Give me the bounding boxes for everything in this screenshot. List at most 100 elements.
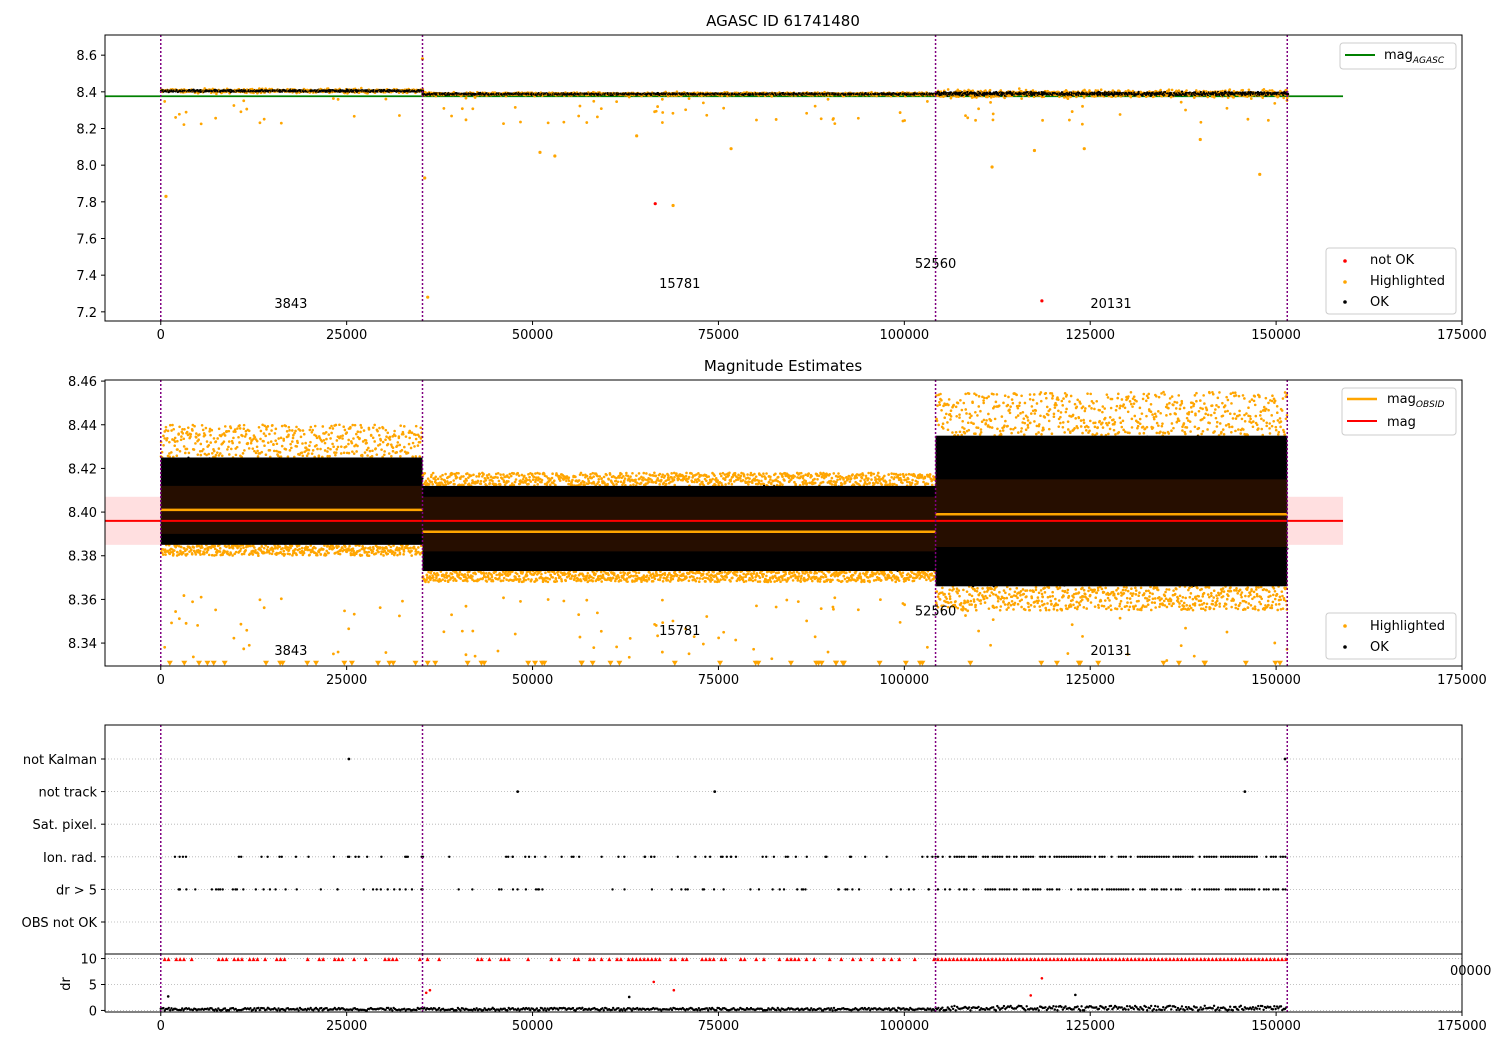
highlighted-point xyxy=(162,434,165,438)
highlighted-point xyxy=(161,553,165,556)
highlighted-point xyxy=(262,117,266,121)
panel-agasc-legend-top: magAGASC xyxy=(1339,42,1457,70)
highlighted-point xyxy=(242,99,246,103)
highlighted-point xyxy=(671,203,675,208)
highlighted-point xyxy=(163,437,166,440)
highlighted-point xyxy=(1192,96,1196,99)
highlighted-point xyxy=(1266,118,1270,122)
panel-agasc-legend-bottom: not OK Highlighted OK xyxy=(1325,247,1457,315)
highlighted-point xyxy=(826,97,830,101)
highlighted-point xyxy=(627,95,631,99)
highlighted-point xyxy=(1003,96,1006,100)
p1-obs-label: 15781 xyxy=(659,277,700,292)
highlighted-point xyxy=(168,440,171,444)
highlighted-point xyxy=(423,176,427,180)
p1-xtick-label: 175000 xyxy=(1437,328,1487,343)
p1-ytick-label: 8.2 xyxy=(76,123,97,138)
p1-ytick-label: 7.8 xyxy=(76,196,97,211)
highlighted-point xyxy=(635,134,639,138)
p1-xtick-label: 125000 xyxy=(1065,328,1115,343)
highlighted-point xyxy=(957,95,960,99)
highlighted-point xyxy=(599,107,603,111)
highlighted-point xyxy=(258,121,262,125)
highlighted-point xyxy=(585,121,589,124)
highlighted-point xyxy=(172,427,176,431)
p1-xtick-label: 75000 xyxy=(698,328,739,343)
highlighted-point xyxy=(179,545,183,549)
highlighted-point xyxy=(180,435,183,438)
highlighted-point xyxy=(1241,88,1245,92)
highlighted-point xyxy=(183,428,186,431)
highlighted-point xyxy=(175,454,179,457)
highlighted-point xyxy=(833,122,837,126)
highlighted-point xyxy=(1042,95,1046,99)
highlighted-point xyxy=(562,120,566,124)
highlighted-point xyxy=(1262,88,1266,91)
highlighted-point xyxy=(1020,97,1023,100)
highlighted-point xyxy=(1179,100,1183,104)
p1-xtick-label: 0 xyxy=(157,328,165,343)
panel-mag-estimates-data xyxy=(105,380,1344,666)
highlighted-point xyxy=(464,118,468,122)
highlighted-point xyxy=(971,89,975,92)
panel-agasc: AGASC ID 61741480 0 25000 50000 75000 100000… xyxy=(76,12,1487,343)
panel-mag-estimates: Magnitude Estimates 0 25000 50000 75000 1000… xyxy=(68,357,1487,688)
highlighted-point xyxy=(1198,137,1202,142)
highlighted-point xyxy=(1246,117,1250,121)
highlighted-point xyxy=(989,100,992,104)
highlighted-point xyxy=(176,439,179,443)
highlighted-point xyxy=(1232,96,1235,99)
highlighted-point xyxy=(684,108,688,112)
highlighted-point xyxy=(538,150,542,154)
highlighted-point xyxy=(660,121,664,124)
highlighted-point xyxy=(426,295,430,299)
highlighted-point xyxy=(336,97,340,101)
highlighted-point xyxy=(977,107,981,111)
highlighted-point xyxy=(1080,122,1084,126)
highlighted-point xyxy=(770,94,774,98)
highlighted-point xyxy=(1081,104,1084,108)
highlighted-point xyxy=(183,547,186,550)
highlighted-point xyxy=(166,429,170,433)
highlighted-point xyxy=(185,430,189,434)
highlighted-point xyxy=(578,104,582,108)
ok-point xyxy=(478,91,482,95)
p1-obs-label: 20131 xyxy=(1090,297,1131,312)
highlighted-point xyxy=(181,551,185,555)
highlighted-point xyxy=(519,120,522,124)
highlighted-point xyxy=(1024,88,1028,92)
highlighted-point xyxy=(653,110,657,114)
highlighted-point xyxy=(755,118,758,122)
highlighted-point xyxy=(1129,95,1133,99)
highlighted-point xyxy=(1185,89,1188,92)
highlighted-point xyxy=(1170,88,1174,92)
highlighted-point xyxy=(471,107,475,111)
highlighted-point xyxy=(232,104,236,107)
highlighted-point xyxy=(813,104,817,108)
highlighted-point xyxy=(1285,96,1289,100)
highlighted-point xyxy=(832,117,835,120)
highlighted-point xyxy=(1273,101,1277,105)
p1-xtick-label: 25000 xyxy=(326,328,367,343)
p1-ytick-label: 8.6 xyxy=(76,49,97,64)
highlighted-point xyxy=(164,194,168,198)
highlighted-point xyxy=(1199,120,1203,124)
highlighted-point xyxy=(182,123,186,126)
highlighted-point xyxy=(903,119,906,122)
highlighted-point xyxy=(1017,87,1021,90)
highlighted-point xyxy=(701,101,705,105)
highlighted-point xyxy=(384,97,388,101)
highlighted-point xyxy=(1167,89,1170,93)
highlighted-point xyxy=(1041,118,1044,122)
highlighted-point xyxy=(546,121,550,125)
highlighted-point xyxy=(163,100,167,103)
highlighted-point xyxy=(1206,95,1209,99)
highlighted-point xyxy=(722,106,726,110)
highlighted-point xyxy=(178,425,181,429)
highlighted-point xyxy=(966,116,970,120)
highlighted-point xyxy=(185,447,189,451)
highlighted-point xyxy=(168,423,172,427)
highlighted-point xyxy=(164,425,168,429)
highlighted-point xyxy=(991,112,995,116)
